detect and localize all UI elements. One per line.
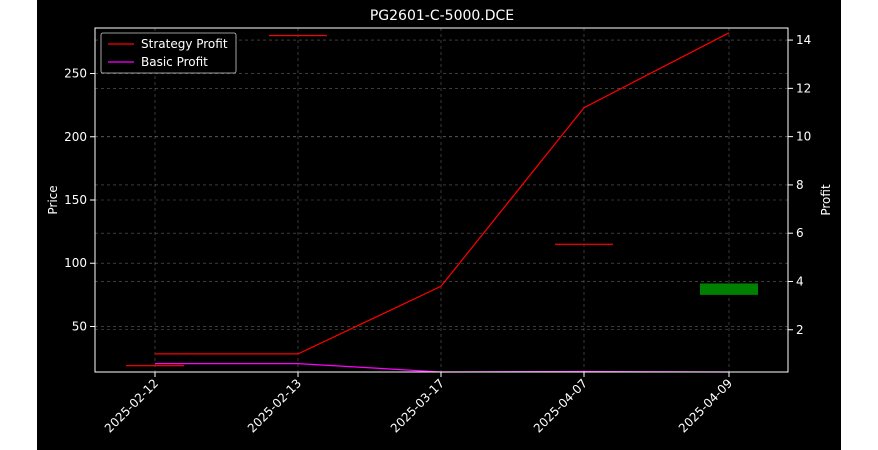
y-tick-label-right: 4	[796, 274, 804, 288]
y-tick-label-right: 8	[796, 178, 804, 192]
candle	[700, 283, 758, 295]
y-tick-label-right: 2	[796, 323, 804, 337]
x-tick-label: 2025-04-09	[676, 376, 735, 435]
y-axis-label-left: Price	[46, 185, 60, 214]
y-tick-label-left: 150	[64, 193, 87, 207]
x-tick-label: 2025-04-07	[531, 376, 590, 435]
y-tick-label-right: 10	[796, 130, 811, 144]
chart-title: PG2601-C-5000.DCE	[370, 8, 514, 24]
legend-label: Strategy Profit	[141, 37, 228, 51]
y-tick-label-right: 12	[796, 81, 811, 95]
x-tick-label: 2025-03-17	[388, 376, 447, 435]
y-tick-label-left: 100	[64, 256, 87, 270]
legend-box	[100, 32, 237, 74]
chart-svg: PG2601-C-5000.DCE 2025-02-12 2025-02-13 20…	[46, 8, 833, 435]
y-tick-label-left: 50	[72, 319, 87, 333]
y-tick-label-right: 14	[796, 33, 811, 47]
y-tick-label-right: 6	[796, 226, 804, 240]
candles	[126, 34, 758, 367]
candle	[555, 243, 613, 245]
chart-figure: PG2601-C-5000.DCE 2025-02-12 2025-02-13 20…	[37, 0, 841, 450]
legend-label: Basic Profit	[141, 55, 208, 69]
candle	[126, 365, 184, 367]
profit-lines	[155, 32, 730, 373]
series-line	[155, 363, 730, 373]
y-axis-label-right: Profit	[819, 184, 833, 216]
axes: 2025-02-12 2025-02-13 2025-03-17 2025-04-07…	[64, 33, 811, 435]
y-tick-label-left: 200	[64, 130, 87, 144]
series-line	[155, 32, 730, 355]
x-tick-label: 2025-02-12	[102, 376, 161, 435]
y-tick-label-left: 250	[64, 67, 87, 81]
x-tick-label: 2025-02-13	[245, 376, 304, 435]
grid	[95, 28, 788, 372]
candle	[269, 34, 327, 37]
legend: Strategy Profit Basic Profit	[100, 32, 237, 74]
